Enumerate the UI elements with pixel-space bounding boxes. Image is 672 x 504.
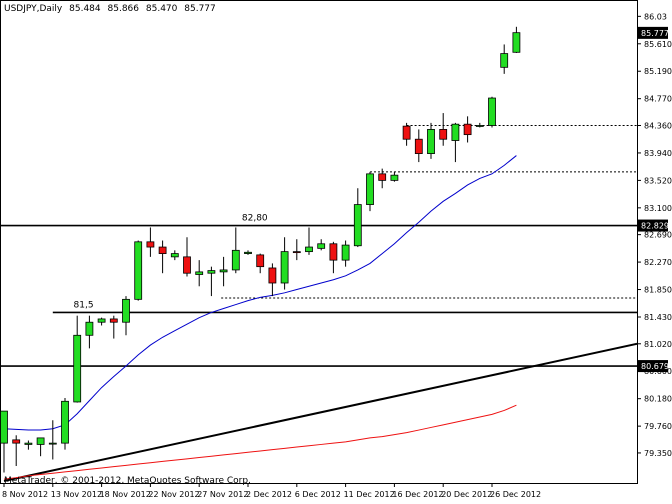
x-tick-label: 27 Nov 2012 (197, 490, 248, 499)
candle-body (500, 53, 509, 68)
close-value: 85.777 (184, 4, 216, 14)
x-tick-label: 6 Dec 2012 (295, 490, 341, 499)
y-tick-label: 84.360 (644, 121, 672, 130)
y-tick-label: 85.190 (644, 67, 672, 76)
candle-body (427, 129, 435, 154)
level-label: 82,80 (242, 214, 268, 224)
y-tick-label: 79.760 (644, 422, 672, 431)
candle-body (36, 437, 45, 445)
x-tick-label: 11 Dec 2012 (344, 490, 395, 499)
x-tick-label: 2 Dec 2012 (246, 490, 292, 499)
candle-body (158, 246, 167, 254)
symbol-label: USDJPY,Daily (4, 4, 63, 14)
candle-body (134, 241, 143, 300)
candle-body (231, 249, 240, 271)
candle-body (366, 173, 374, 205)
candle-body (451, 123, 460, 141)
candle-body (268, 267, 277, 284)
price-tag (638, 219, 668, 232)
candle-body (488, 97, 496, 126)
candle-body (378, 173, 387, 181)
y-tick-label: 86.03 (644, 12, 667, 21)
candle-body (280, 251, 289, 284)
candle-body (475, 125, 484, 127)
candle-body (256, 254, 265, 268)
x-tick-label: 13 Nov 2012 (51, 490, 102, 499)
candle-body (353, 204, 362, 247)
candle-body (48, 442, 57, 445)
price-tag-label: 80.679 (641, 362, 669, 371)
level-label: 81,5 (74, 300, 94, 310)
low-value: 85.470 (145, 4, 178, 14)
ma-fast-line (3, 155, 517, 431)
y-tick-label: 85.610 (644, 40, 672, 49)
y-tick-label: 83.100 (644, 204, 672, 213)
candle-body (292, 251, 301, 254)
candle-body (73, 334, 82, 403)
candle-body (512, 32, 521, 53)
x-tick-label: 18 Nov 2012 (100, 490, 151, 499)
current-price-label: 85.777 (641, 29, 669, 38)
price-tag-label: 82.829 (641, 222, 669, 231)
x-tick-label: 16 Dec 2012 (392, 490, 443, 499)
x-tick-label: 22 Nov 2012 (148, 490, 199, 499)
candle-body (109, 318, 118, 323)
y-tick-label: 80.180 (644, 395, 672, 404)
y-tick-label: 81.850 (644, 286, 672, 295)
copyright-text: MetaTrader, © 2001-2012, MetaQuotes Soft… (4, 476, 251, 486)
candle-body (85, 321, 94, 336)
candle-body (122, 298, 130, 323)
y-tick-label: 82.270 (644, 258, 672, 267)
chart-header: USDJPY,Daily 85.484 85.866 85.470 85.777 (4, 4, 220, 14)
high-value: 85.866 (107, 4, 140, 14)
trendline (3, 342, 638, 483)
y-tick-label: 81.020 (644, 340, 672, 349)
y-tick-label: 84.770 (644, 95, 672, 104)
ma-slow-line (3, 404, 517, 480)
candle-body (305, 246, 313, 253)
candle-body (207, 270, 216, 274)
candle-body (341, 244, 350, 261)
candle-body (24, 442, 33, 445)
candle-body (329, 243, 338, 261)
candle-body (12, 439, 21, 444)
y-tick-label: 79.350 (644, 449, 672, 458)
x-tick-label: 8 Nov 2012 (2, 490, 48, 499)
open-value: 85.484 (69, 4, 101, 14)
y-tick-label: 81.430 (644, 313, 672, 322)
y-tick-label: 83.940 (644, 149, 672, 158)
x-tick-label: 20 Dec 2012 (441, 490, 492, 499)
candle-body (463, 123, 472, 136)
candle-body (146, 241, 155, 248)
candle-body (402, 125, 411, 140)
y-tick-label: 82.690 (644, 231, 672, 240)
candle-body (0, 410, 8, 444)
candle-body (414, 138, 423, 154)
candle-body (183, 256, 191, 274)
candle-body (170, 253, 179, 258)
y-tick-label: 83.520 (644, 176, 672, 185)
candle-body (219, 269, 228, 273)
candle-body (97, 318, 106, 323)
current-price-tag (638, 26, 668, 39)
candle-body (317, 243, 326, 249)
price-tag (638, 360, 668, 373)
candle-body (195, 271, 204, 275)
x-tick-label: 26 Dec 2012 (490, 490, 541, 499)
candle-body (390, 174, 399, 181)
candle-body (61, 400, 69, 444)
candle-body (244, 251, 252, 254)
candle-body (439, 129, 448, 140)
